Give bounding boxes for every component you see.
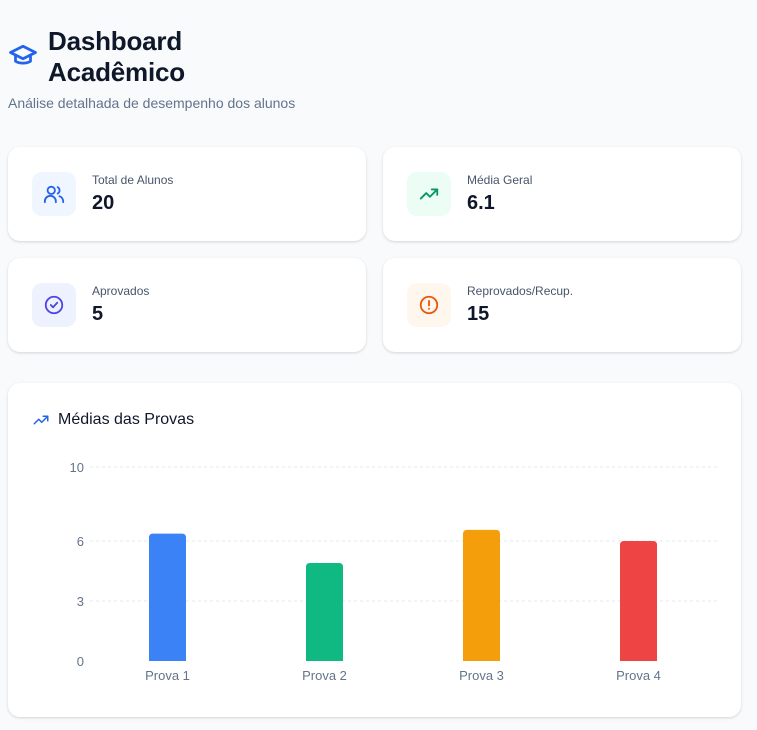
stat-card-reprovados: Reprovados/Recup. 15	[383, 258, 741, 352]
users-icon	[32, 172, 76, 216]
stat-label: Aprovados	[92, 284, 150, 298]
x-tick-label: Prova 3	[459, 668, 504, 683]
stat-label: Média Geral	[467, 173, 533, 187]
chart-card: Médias das Provas 0 3 6 10 Prova 1 Prova 2 Pro…	[8, 383, 741, 717]
graduation-cap-icon	[9, 44, 37, 65]
stat-value: 15	[467, 303, 490, 325]
stat-label: Total de Alunos	[92, 173, 174, 187]
stat-value: 5	[92, 303, 104, 325]
stat-card-media-geral: Média Geral 6.1	[383, 147, 741, 241]
bar-prova-3	[463, 529, 500, 661]
stat-value: 6.1	[467, 192, 495, 214]
bar-chart: 0 3 6 10 Prova 1 Prova 2 Prova 3 Prova 4	[70, 460, 718, 683]
bar-prova-4	[620, 541, 657, 661]
page-subtitle: Análise detalhada de desempenho dos alun…	[8, 95, 296, 111]
stat-card-total-alunos: Total de Alunos 20	[8, 147, 366, 241]
x-tick-label: Prova 2	[302, 668, 347, 683]
y-tick-label: 6	[77, 534, 84, 549]
x-tick-label: Prova 4	[616, 668, 661, 683]
page-title: Dashboard Acadêmico	[48, 26, 185, 87]
y-tick-label: 0	[77, 654, 84, 669]
bar-prova-2	[306, 563, 343, 661]
check-circle-icon	[32, 283, 76, 327]
page-header: Dashboard Acadêmico Análise detalhada de…	[8, 26, 295, 111]
stat-card-aprovados: Aprovados 5	[8, 258, 366, 352]
y-tick-label: 10	[70, 460, 84, 475]
alert-circle-icon	[407, 283, 451, 327]
x-tick-label: Prova 1	[145, 668, 190, 683]
y-tick-label: 3	[77, 594, 84, 609]
chart-title: Médias das Provas	[32, 411, 194, 429]
trending-up-icon	[407, 172, 451, 216]
stat-label: Reprovados/Recup.	[467, 284, 574, 298]
chart-title-text: Médias das Provas	[58, 411, 195, 428]
trending-up-icon	[33, 415, 49, 425]
bar-prova-1	[149, 533, 186, 661]
stat-value: 20	[92, 192, 115, 214]
